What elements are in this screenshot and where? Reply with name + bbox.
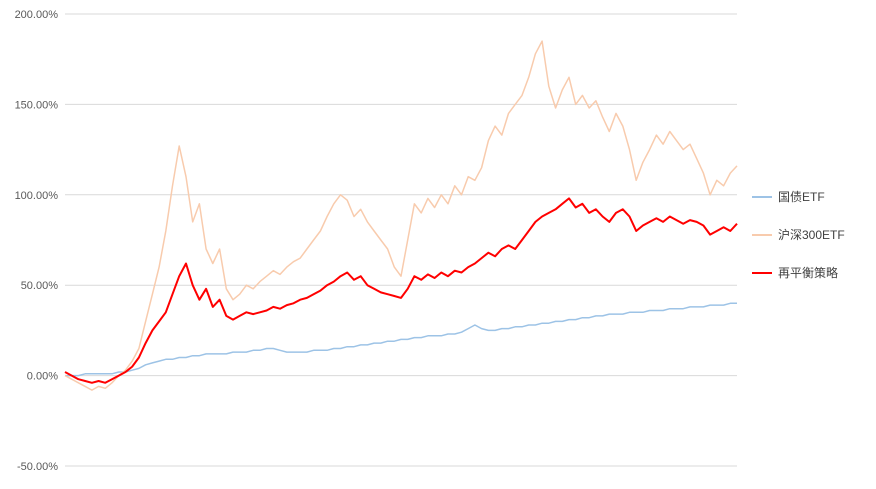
legend-label-treasury-etf: 国债ETF bbox=[778, 190, 825, 204]
series-line-treasury-etf bbox=[65, 302, 737, 377]
y-tick-label: 100.00% bbox=[15, 190, 59, 202]
legend-item-csi300-etf: 沪深300ETF bbox=[752, 226, 845, 243]
y-tick-label: -50.00% bbox=[17, 461, 58, 473]
legend-item-rebalance-strategy: 再平衡策略 bbox=[752, 264, 845, 281]
legend-swatch-csi300-etf bbox=[752, 233, 772, 236]
legend-swatch-treasury-etf bbox=[752, 195, 772, 198]
legend-label-csi300-etf: 沪深300ETF bbox=[778, 228, 845, 242]
legend-label-rebalance-strategy: 再平衡策略 bbox=[778, 266, 839, 280]
legend-item-treasury-etf: 国债ETF bbox=[752, 188, 845, 205]
y-tick-label: 150.00% bbox=[15, 99, 59, 111]
series-line-rebalance-strategy bbox=[64, 197, 738, 384]
y-tick-label: 50.00% bbox=[21, 280, 59, 292]
y-tick-label: 200.00% bbox=[15, 9, 59, 21]
chart-legend: 国债ETF 沪深300ETF 再平衡策略 bbox=[752, 188, 845, 302]
y-tick-label: 0.00% bbox=[27, 371, 58, 383]
series-line-csi300-etf bbox=[64, 40, 738, 391]
legend-swatch-rebalance-strategy bbox=[752, 271, 772, 274]
